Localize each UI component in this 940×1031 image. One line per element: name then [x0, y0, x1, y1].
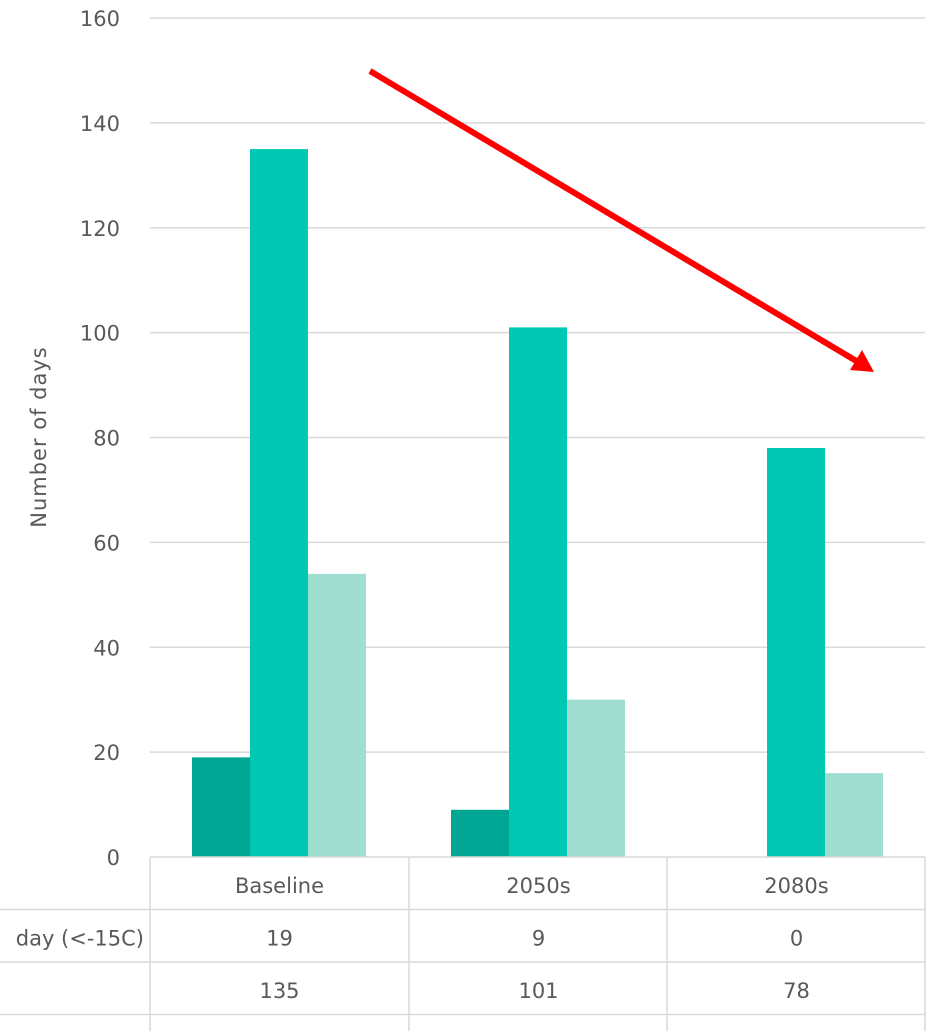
bar-series1-baseline: [192, 757, 250, 857]
table-cell-value: 101: [518, 979, 558, 1003]
bars: [192, 149, 883, 858]
bar-series2-2080s: [767, 447, 825, 857]
category-label: 2080s: [764, 874, 828, 898]
trend-arrow: [368, 68, 874, 372]
table-cell-value: 0: [790, 927, 803, 951]
y-tick-label: 20: [93, 741, 120, 765]
bar-series3-2050s: [567, 699, 625, 857]
category-label: 2050s: [506, 874, 570, 898]
y-tick-label: 40: [93, 636, 120, 660]
table-cell-value: 9: [532, 927, 545, 951]
y-tick-label: 120: [80, 217, 120, 241]
table-cell-value: 19: [266, 927, 293, 951]
y-tick-label: 100: [80, 322, 120, 346]
y-tick-label: 60: [93, 531, 120, 555]
table-cell-value: 135: [259, 979, 299, 1003]
bar-series1-2050s: [451, 809, 509, 857]
y-tick-label: 140: [80, 112, 120, 136]
bar-series3-baseline: [308, 573, 366, 857]
bar-series3-2080s: [825, 773, 883, 857]
series-row-label: day (<-15C): [16, 927, 144, 951]
arrow-shaft: [368, 68, 860, 365]
bar-series2-baseline: [250, 149, 308, 857]
y-axis-title: Number of days: [27, 346, 51, 528]
category-label: Baseline: [235, 874, 324, 898]
arrow-head: [850, 350, 874, 372]
bar-series2-2050s: [509, 327, 567, 858]
y-tick-label: 0: [107, 846, 120, 870]
y-tick-label: 160: [80, 7, 120, 31]
data-table: Baseline 2050s 2080s day (<-15C) 19 9 0 135 101 7…: [0, 856, 926, 1031]
y-axis-ticks: 0 20 40 60 80 100 120 140 160: [80, 7, 120, 870]
table-cell-value: 78: [783, 979, 810, 1003]
y-tick-label: 80: [93, 427, 120, 451]
